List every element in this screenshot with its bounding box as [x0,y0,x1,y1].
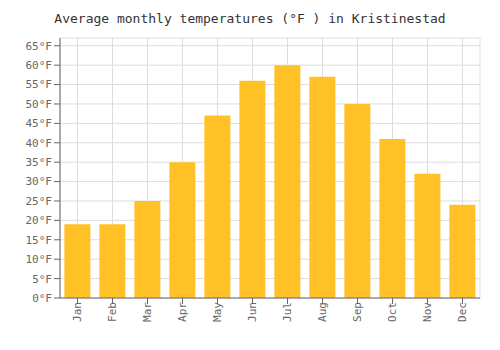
svg-text:Jan: Jan [71,302,84,322]
svg-text:25°F: 25°F [26,195,53,208]
svg-text:50°F: 50°F [26,98,53,111]
html-text:Average monthly temperatures (: Average monthly temperatures (°F ) in Kr… [54,11,446,26]
svg-text:15°F: 15°F [26,234,53,247]
svg-text:Nov: Nov [421,302,434,322]
svg-text:0°F: 0°F [32,292,52,305]
svg-text:65°F: 65°F [26,40,53,53]
svg-text:Jul: Jul [281,302,294,322]
svg-text:Dec: Dec [456,302,469,322]
svg-text:Mar: Mar [141,302,154,322]
svg-text:Aug: Aug [316,302,329,322]
svg-text:Oct: Oct [386,302,399,322]
svg-text:60°F: 60°F [26,59,53,72]
svg-text:30°F: 30°F [26,175,53,188]
svg-text:20°F: 20°F [26,214,53,227]
svg-text:40°F: 40°F [26,137,53,150]
svg-text:10°F: 10°F [26,253,53,266]
svg-text:55°F: 55°F [26,78,53,91]
svg-text:5°F: 5°F [32,273,52,286]
svg-text:Feb: Feb [106,302,119,322]
svg-text:May: May [211,302,224,322]
svg-text:35°F: 35°F [26,156,53,169]
svg-text:Sep: Sep [351,302,364,322]
svg-text:Apr: Apr [176,302,189,322]
svg-text:45°F: 45°F [26,117,53,130]
svg-text:Jun: Jun [246,302,259,322]
